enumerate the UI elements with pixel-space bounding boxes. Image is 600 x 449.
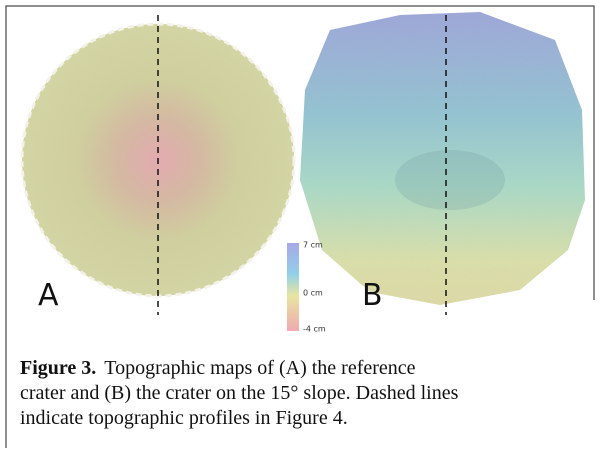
colorbar [287, 243, 299, 331]
caption-label: Figure 3. [20, 357, 96, 379]
crater-b [300, 12, 585, 305]
colorbar-label: -4 cm [303, 325, 326, 334]
colorbar-label: 7 cm [303, 241, 323, 250]
panel-label: B [362, 278, 383, 313]
caption-line: indicate topographic profiles in Figure … [20, 407, 348, 429]
crater-b-bowl [395, 150, 505, 210]
colorbar-label: 0 cm [303, 289, 323, 298]
panel-label: A [38, 278, 59, 313]
caption-text: Topographic maps of (A) the reference [104, 357, 415, 379]
caption-line: Figure 3. Topographic maps of (A) the ref… [20, 357, 416, 379]
frame [5, 5, 595, 448]
caption-line: crater and (B) the crater on the 15° slo… [20, 382, 459, 404]
